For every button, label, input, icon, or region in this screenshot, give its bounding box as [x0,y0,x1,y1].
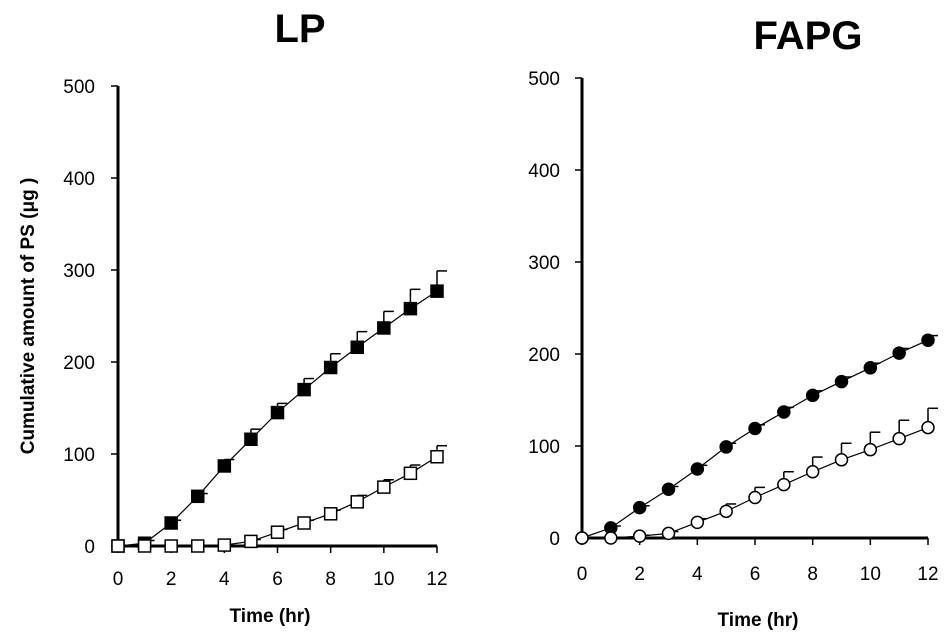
data-point [191,539,205,553]
data-point [863,361,878,375]
y-tick-label: 300 [63,261,95,282]
data-point [921,333,935,347]
y-tick-label: 300 [528,253,560,274]
series-open-square [111,444,447,553]
data-point [323,360,338,375]
x-tick-label: 8 [325,569,336,590]
data-point [270,405,285,420]
data-point [632,500,647,515]
x-tick-label: 2 [634,564,645,585]
data-point [323,507,338,521]
series-open-circle [575,407,938,545]
x-tick-label: 10 [860,564,881,585]
data-point [164,539,178,553]
data-point [748,490,762,505]
x-tick-label: 4 [219,569,230,590]
x-tick-label: 6 [272,569,283,590]
y-tick-label: 100 [63,445,95,466]
x-tick-label: 6 [750,564,761,585]
y-tick-label: 400 [63,169,95,190]
x-tick-label: 10 [373,569,394,590]
data-point [834,374,849,389]
data-point [164,516,178,530]
x-tick-label: 2 [166,569,177,590]
data-point [403,466,418,481]
series-filled-circle [575,333,938,545]
data-point [690,462,705,476]
data-point [921,420,935,435]
data-point [834,453,849,467]
data-point [217,538,232,552]
data-point [217,459,232,473]
data-point [111,539,125,553]
x-axis-title: Time (hr) [718,610,799,631]
data-point [892,431,906,446]
data-point [244,432,258,447]
data-point [892,346,906,360]
data-point [863,442,878,457]
data-point [297,516,311,530]
panel-1: LP 0 100 200 300 400 500 0 2 4 6 8 10 12 Time (hr) Cumu… [18,7,448,627]
y-tick-label: 200 [63,353,95,374]
data-point [719,504,733,519]
x-axis-title: Time (hr) [230,606,311,627]
data-point [430,284,444,298]
y-tick-label: 0 [84,537,95,558]
panel-2: FAPG 0 100 200 300 400 500 0 2 4 6 8 10 12 Time (hr) [528,14,938,631]
x-tick-label: 12 [917,564,938,585]
x-tick-label: 8 [807,564,818,585]
chart-title: LP [274,7,325,51]
y-tick-label: 200 [528,345,560,366]
x-tick-label: 12 [426,569,447,590]
data-point [777,405,791,419]
data-point [244,534,258,549]
series-line [582,427,929,539]
x-tick-label: 0 [577,564,588,585]
data-point [777,477,791,492]
data-point [270,525,285,539]
data-point [805,388,820,403]
data-point [350,340,364,355]
data-point [805,465,820,479]
x-tick-label: 0 [113,569,124,590]
data-point [403,301,418,316]
data-point [632,529,647,543]
data-point [191,489,205,504]
data-point [137,539,152,553]
y-axis-title: Cumulative amount of PS (μg ) [18,178,39,455]
y-tick-label: 100 [528,437,560,458]
data-point [377,480,391,494]
y-tick-label: 500 [63,77,95,98]
y-tick-label: 0 [549,529,560,550]
data-point [719,440,733,454]
data-point [430,450,444,464]
data-point [690,515,705,530]
data-point [575,531,589,545]
data-point [297,382,311,397]
chart-title: FAPG [754,14,863,58]
x-tick-label: 4 [692,564,703,585]
data-point [377,321,391,335]
data-point [350,495,364,509]
series-filled-square [111,270,447,553]
data-point [748,421,762,436]
y-tick-label: 400 [528,161,560,182]
data-point [661,526,676,541]
y-tick-label: 500 [528,69,560,90]
data-point [661,482,676,496]
data-point [604,531,618,545]
